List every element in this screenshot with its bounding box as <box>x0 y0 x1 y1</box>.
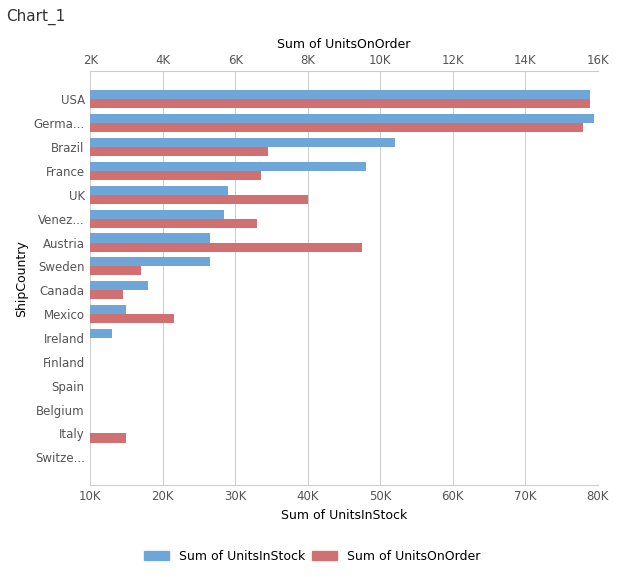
Legend: Sum of UnitsInStock, Sum of UnitsOnOrder: Sum of UnitsInStock, Sum of UnitsOnOrder <box>139 545 485 568</box>
Bar <box>17 209 225 219</box>
Bar <box>17 171 261 180</box>
Bar <box>17 305 127 314</box>
Bar <box>17 91 590 99</box>
Bar <box>17 329 112 338</box>
Bar <box>17 400 90 410</box>
X-axis label: Sum of UnitsInStock: Sum of UnitsInStock <box>281 508 407 522</box>
Bar <box>17 377 87 386</box>
Bar <box>17 195 308 204</box>
Bar <box>17 448 83 458</box>
Bar <box>17 338 47 347</box>
Bar <box>17 99 590 108</box>
Bar <box>17 353 83 362</box>
Bar <box>17 123 583 132</box>
Bar <box>17 147 268 156</box>
Bar <box>17 162 366 171</box>
Text: Chart_1: Chart_1 <box>6 9 66 25</box>
Bar <box>17 425 83 433</box>
Bar <box>17 186 228 195</box>
Bar <box>17 314 173 323</box>
Bar <box>17 242 362 252</box>
Bar <box>17 362 52 371</box>
Bar <box>17 458 65 466</box>
Bar <box>17 114 594 123</box>
Bar <box>17 257 210 267</box>
Bar <box>17 433 127 443</box>
Bar <box>17 138 395 147</box>
Bar <box>17 290 123 299</box>
Bar <box>17 410 65 419</box>
X-axis label: Sum of UnitsOnOrder: Sum of UnitsOnOrder <box>277 38 411 51</box>
Bar <box>17 234 210 242</box>
Bar <box>17 219 257 228</box>
Bar <box>17 281 149 290</box>
Bar <box>17 386 61 395</box>
Bar <box>17 267 141 275</box>
Y-axis label: ShipCountry: ShipCountry <box>15 240 28 317</box>
